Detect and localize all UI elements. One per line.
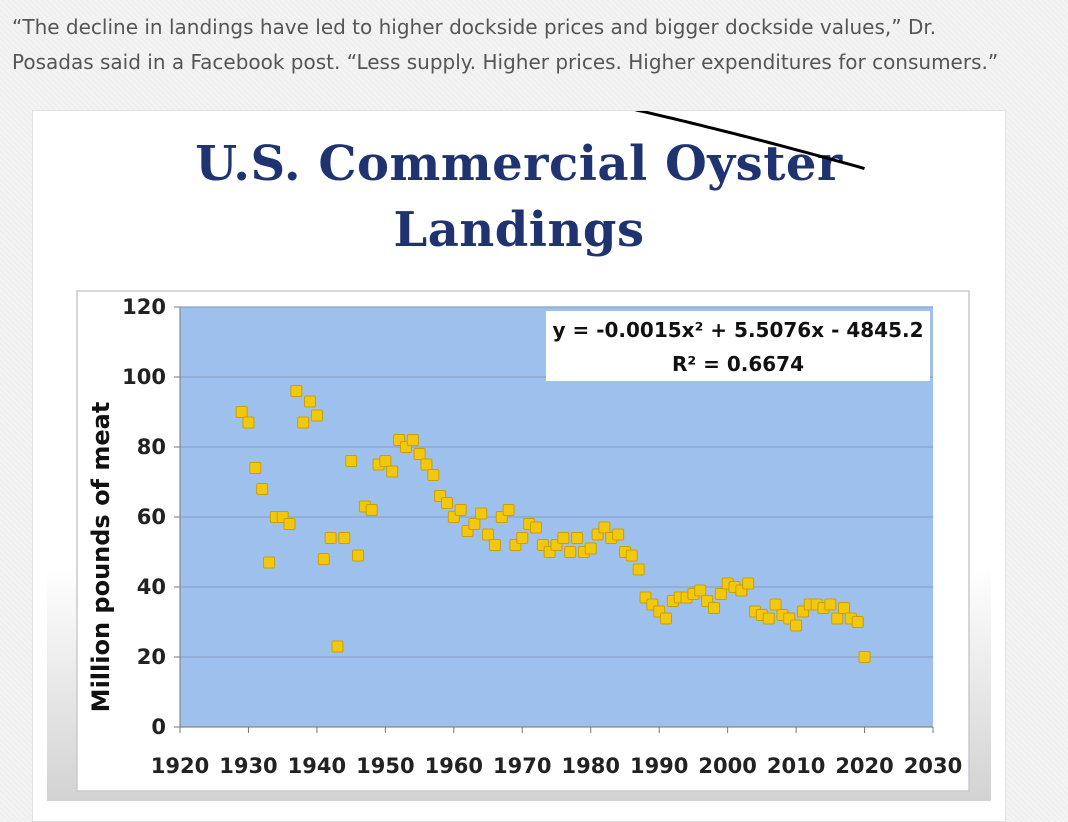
data-point [707, 602, 720, 614]
equation-box [546, 311, 930, 381]
x-tick-label: 1970 [493, 754, 551, 778]
chart-title-line-1: U.S. Commercial Oyster [195, 136, 843, 192]
chart-slide: U.S. Commercial Oyster Landings 0 20 40 60 8… [47, 111, 991, 801]
data-point [351, 549, 364, 562]
data-point [660, 612, 673, 625]
data-point [413, 448, 426, 460]
data-point [290, 385, 303, 397]
data-point [386, 465, 399, 478]
data-point [612, 528, 625, 541]
data-point [598, 521, 611, 534]
data-point [365, 504, 378, 516]
y-tick-label: 100 [122, 365, 166, 389]
data-point [454, 504, 467, 516]
data-point [488, 539, 501, 551]
r-squared-label: R² = 0.6674 [672, 352, 804, 376]
x-tick-label: 2030 [904, 754, 962, 778]
y-tick-label: 80 [137, 435, 166, 459]
data-point [468, 518, 481, 530]
x-tick-label: 1940 [288, 754, 346, 778]
data-point [851, 616, 864, 628]
data-point [331, 640, 344, 653]
data-point [516, 532, 529, 544]
data-point [406, 434, 419, 446]
data-point [379, 455, 392, 467]
data-point [482, 528, 495, 541]
quote-line-1: “The decline in landings have led to hig… [12, 15, 937, 39]
data-point [304, 395, 317, 408]
x-tick-label: 2010 [767, 754, 825, 778]
article-quote: “The decline in landings have led to hig… [12, 10, 1052, 80]
data-point [235, 406, 248, 418]
data-point [324, 532, 337, 544]
y-tick-label: 60 [137, 505, 166, 529]
data-point [742, 577, 755, 590]
x-tick-label: 2020 [835, 754, 893, 778]
data-point [694, 584, 707, 597]
data-point [625, 549, 638, 562]
data-point [338, 532, 351, 544]
data-point [584, 542, 597, 555]
data-point [242, 416, 255, 429]
data-point [310, 409, 323, 422]
data-point [256, 483, 269, 495]
data-point [762, 612, 775, 625]
data-point [790, 619, 803, 632]
chart-figure: U.S. Commercial Oyster Landings 0 20 40 60 8… [32, 110, 1006, 822]
data-point [858, 651, 871, 663]
data-point [420, 458, 433, 471]
data-point [475, 507, 488, 520]
y-tick-label: 20 [137, 645, 166, 669]
data-point [831, 612, 844, 625]
chart-title: U.S. Commercial Oyster Landings [47, 131, 991, 263]
data-point [427, 469, 440, 481]
y-axis-title: Million pounds of meat [87, 402, 115, 713]
quote-line-2: Posadas said in a Facebook post. “Less s… [12, 50, 999, 74]
x-tick-label: 1950 [356, 754, 414, 778]
x-tick-label: 1990 [630, 754, 688, 778]
y-tick-label: 0 [151, 715, 166, 739]
data-point [249, 462, 262, 474]
data-point [283, 518, 296, 530]
x-tick-label: 1960 [425, 754, 483, 778]
data-point [502, 504, 515, 516]
data-point [262, 556, 275, 569]
data-point [824, 598, 837, 611]
data-point [838, 602, 851, 614]
oyster-landings-scatter-chart: 0 20 40 60 80 100 120 1920 1930 1940 1950 1960 1970 1… [76, 111, 970, 792]
data-point [714, 588, 727, 600]
x-tick-label: 1980 [562, 754, 620, 778]
data-point [557, 532, 570, 544]
trendline [634, 111, 865, 171]
data-point [345, 455, 358, 467]
chart-title-line-2: Landings [393, 202, 645, 258]
data-point [632, 563, 645, 576]
x-tick-label: 2000 [698, 754, 756, 778]
data-point [571, 532, 584, 544]
trendline-equation: y = -0.0015x² + 5.5076x - 4845.2 [552, 318, 923, 342]
data-point [564, 546, 577, 558]
x-tick-label: 1930 [219, 754, 277, 778]
y-tick-label: 40 [137, 575, 166, 599]
data-point [769, 598, 782, 611]
data-point [440, 497, 453, 509]
x-tick-label: 1920 [151, 754, 209, 778]
data-point [529, 521, 542, 534]
y-tick-label: 120 [122, 295, 166, 319]
data-point [317, 553, 330, 565]
data-point [297, 416, 310, 429]
